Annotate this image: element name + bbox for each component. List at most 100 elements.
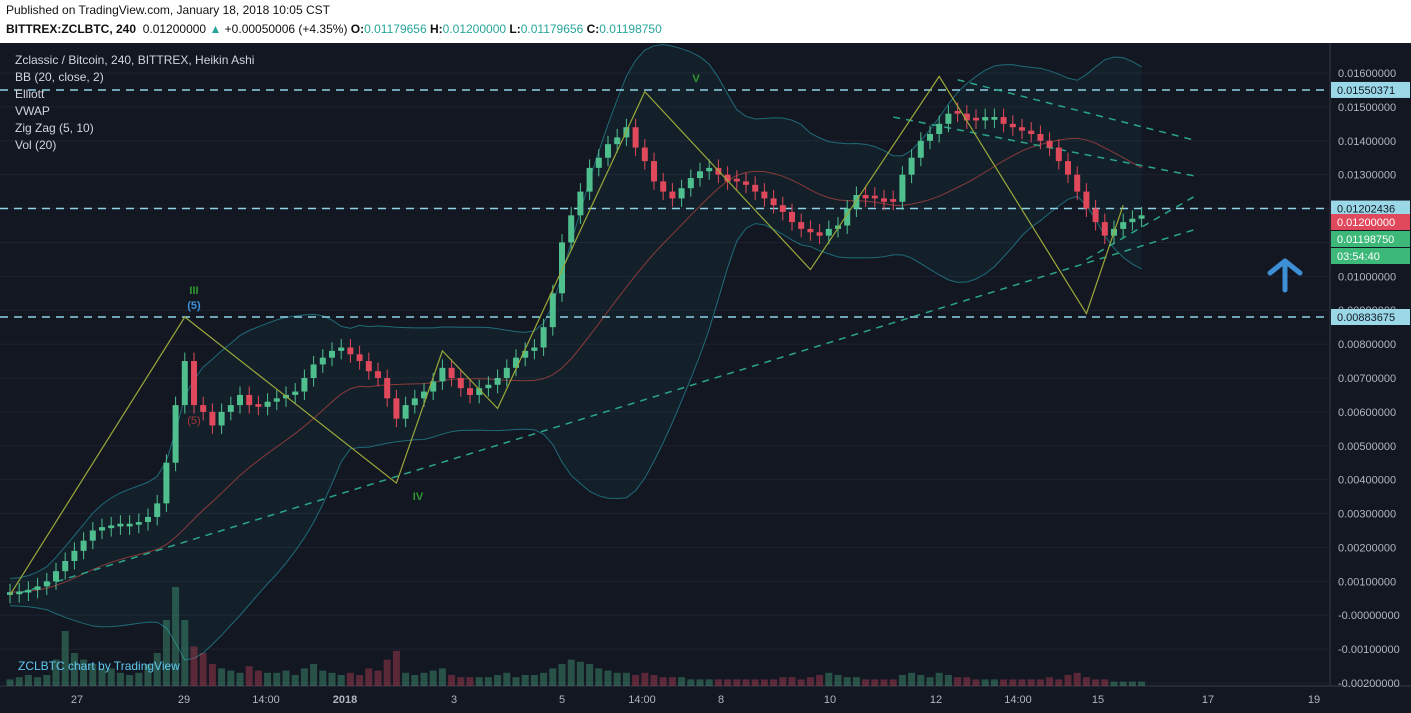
volume-bar — [116, 672, 124, 686]
volume-bar — [494, 675, 502, 686]
candle-body — [816, 232, 823, 236]
volume-bar — [135, 672, 143, 686]
candle-body — [936, 123, 943, 134]
x-tick-label: 2018 — [333, 694, 357, 706]
quote-line: BITTREX:ZCLBTC, 240 0.01200000 ▲ +0.0005… — [6, 22, 662, 36]
high-label: H: — [429, 22, 443, 36]
volume-bar — [659, 677, 667, 686]
volume-bar — [264, 672, 272, 686]
volume-bar — [889, 679, 897, 686]
candle-body — [595, 157, 602, 168]
candle-body — [853, 195, 860, 209]
volume-bar — [484, 677, 492, 686]
volume-bar — [926, 677, 934, 686]
candle-body — [559, 242, 565, 294]
candle-body — [246, 394, 253, 406]
volume-bar — [70, 653, 78, 686]
volume-bar — [760, 679, 768, 686]
volume-bar — [208, 664, 216, 686]
volume-bar — [162, 620, 170, 686]
candle-body — [71, 550, 78, 561]
volume-bar — [199, 653, 207, 686]
x-tick-label: 12 — [930, 694, 942, 706]
volume-bar — [613, 672, 621, 686]
candle-body — [733, 178, 740, 182]
elliott-label-5-red: (5) — [187, 415, 200, 427]
candle-body — [881, 198, 887, 202]
volume-bar — [770, 679, 778, 686]
candle-body — [7, 592, 13, 595]
candle-body — [798, 222, 805, 229]
volume-bar — [696, 679, 704, 686]
candle-body — [191, 361, 197, 406]
level-tag-label: 0.00883675 — [1337, 312, 1395, 324]
watermark[interactable]: ZCLBTC chart by TradingView — [18, 659, 180, 673]
volume-bar — [52, 659, 60, 686]
candle-body — [752, 184, 759, 192]
candle-body — [34, 586, 41, 590]
candle-body — [825, 228, 832, 236]
candle-body — [1000, 117, 1007, 124]
trendline — [957, 79, 1197, 142]
zigzag-line — [9, 75, 1124, 596]
volume-bar — [80, 659, 88, 686]
x-tick-label: 14:00 — [252, 694, 280, 706]
volume-bar — [1101, 679, 1109, 686]
candle-body — [347, 347, 354, 355]
elliott-label-iv: IV — [413, 491, 424, 503]
candle-body — [264, 401, 271, 407]
volume-bar — [908, 672, 916, 686]
legend-indicator[interactable]: VWAP — [15, 104, 50, 118]
volume-bar — [43, 675, 51, 686]
candle-body — [844, 208, 851, 226]
volume-bar — [24, 675, 32, 686]
volume-bar — [632, 675, 640, 686]
volume-bar — [503, 672, 511, 686]
volume-bar — [6, 679, 14, 686]
x-tick-label: 29 — [178, 694, 190, 706]
legend-indicator[interactable]: BB (20, close, 2) — [15, 70, 104, 84]
candle-body — [43, 581, 50, 587]
volume-bar — [641, 672, 649, 686]
candle-body — [862, 195, 869, 199]
candle-body — [927, 134, 933, 141]
candle-body — [513, 357, 519, 368]
volume-bar — [1092, 679, 1100, 686]
y-tick-label: -0.00000000 — [1338, 610, 1400, 622]
legend-indicator[interactable]: Elliott — [15, 87, 45, 101]
candle-body — [62, 561, 69, 572]
volume-bar — [392, 650, 400, 686]
bollinger-lower — [9, 195, 1142, 661]
candle-body — [697, 171, 703, 179]
candle-body — [917, 140, 924, 158]
candle-body — [641, 147, 648, 162]
price-tag-bg — [1331, 231, 1410, 247]
volume-bar — [457, 677, 465, 686]
candle-body — [899, 174, 906, 202]
volume-bar — [521, 675, 529, 686]
volume-bar — [61, 631, 69, 686]
symbol-label: BITTREX:ZCLBTC, 240 — [6, 22, 137, 36]
volume-bar — [944, 675, 952, 686]
level-tag-bg — [1331, 200, 1410, 217]
y-tick-label: 0.01000000 — [1338, 271, 1396, 283]
candle-body — [1138, 215, 1145, 219]
volume-bar — [1000, 679, 1008, 686]
volume-bar — [300, 668, 308, 686]
level-tag-label: 0.01202436 — [1337, 204, 1395, 216]
volume-bar — [963, 677, 971, 686]
price-tag-label: 03:54:40 — [1337, 251, 1380, 263]
candle-body — [1028, 130, 1035, 134]
candle-body — [1009, 123, 1016, 128]
volume-bar — [650, 675, 658, 686]
volume-bar — [981, 679, 989, 686]
volume-bar — [954, 677, 962, 686]
volume-bar — [714, 679, 722, 686]
candle-body — [126, 523, 133, 527]
candle-body — [1055, 147, 1062, 162]
legend-indicator[interactable]: Zig Zag (5, 10) — [15, 121, 94, 135]
legend-indicator[interactable]: Vol (20) — [15, 138, 57, 152]
volume-bar — [1064, 675, 1072, 686]
volume-bar — [567, 659, 575, 686]
